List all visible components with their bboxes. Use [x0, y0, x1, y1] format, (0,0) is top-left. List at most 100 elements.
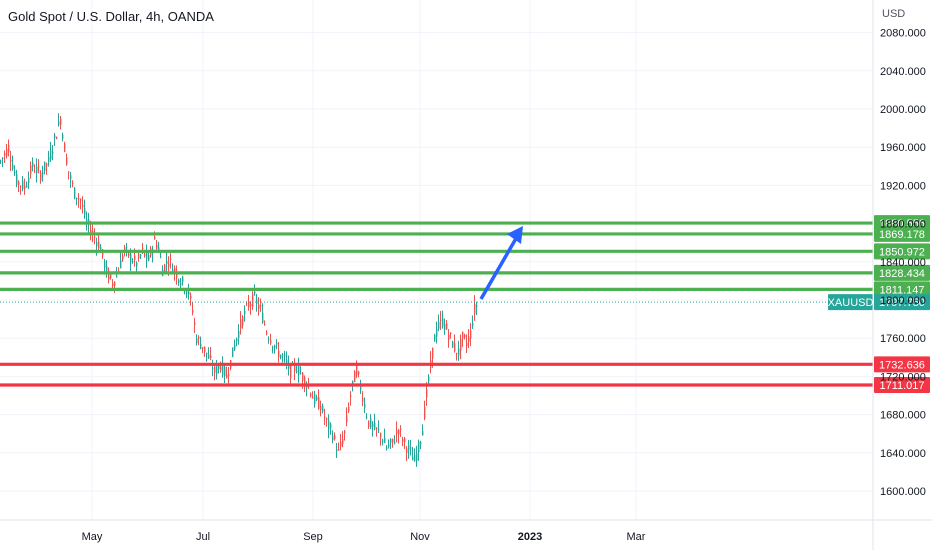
candle-body — [332, 435, 334, 441]
candle-body — [252, 294, 254, 307]
candle-body — [390, 438, 392, 443]
candle-body — [176, 271, 178, 279]
symbol-label: XAUUSD — [828, 297, 874, 309]
price-tick-label: 1960.000 — [880, 142, 926, 154]
grid-lines — [0, 0, 873, 520]
candle-body — [10, 159, 12, 162]
candle-body — [66, 157, 68, 165]
candle-body — [346, 415, 348, 423]
candle-body — [204, 346, 206, 353]
candle-body — [434, 334, 436, 342]
candle-body — [282, 354, 284, 356]
candle-body — [212, 368, 214, 370]
candle-body — [322, 405, 324, 412]
candle-body — [310, 393, 312, 396]
candle-body — [248, 302, 250, 308]
candle-body — [62, 134, 64, 139]
candle-body — [216, 365, 218, 374]
candle-body — [414, 454, 416, 461]
candle-body — [290, 365, 292, 379]
symbol-tag — [828, 294, 873, 311]
candle-body — [266, 332, 268, 334]
candle-body — [74, 187, 76, 199]
candle-body — [164, 264, 166, 272]
candle-body — [56, 137, 58, 140]
arrow-head — [507, 226, 523, 244]
candle-body — [236, 338, 238, 342]
price-tick-label: 1600.000 — [880, 486, 926, 498]
candle-body — [44, 161, 46, 171]
candle-body — [316, 396, 318, 400]
candle-body — [166, 260, 168, 264]
candle-body — [232, 347, 234, 357]
last-price-tag — [874, 294, 930, 311]
price-tick-label: 1720.000 — [880, 371, 926, 383]
candle-body — [382, 440, 384, 443]
candle-body — [342, 439, 344, 445]
candle-body — [24, 185, 26, 189]
candle-body — [436, 328, 438, 337]
projection-arrow[interactable] — [479, 226, 523, 300]
candle-body — [4, 153, 6, 156]
candle-body — [474, 304, 476, 314]
candle-body — [2, 157, 4, 159]
candle-body — [180, 282, 182, 286]
support-level-tag — [874, 281, 930, 298]
price-tick-label: 1880.000 — [880, 219, 926, 231]
candle-body — [298, 365, 300, 376]
candle-body — [228, 374, 230, 376]
candle-body — [190, 295, 192, 299]
candle-body — [52, 151, 54, 154]
candle-body — [302, 373, 304, 381]
candle-body — [428, 376, 430, 381]
price-tick-label: 1680.000 — [880, 410, 926, 422]
candle-body — [368, 420, 370, 428]
horizontal-levels[interactable]: 1880.5561869.1781850.9721828.4341811.147… — [0, 215, 930, 393]
time-axis[interactable]: May Jul Sep Nov 2023 Mar — [0, 519, 932, 543]
candle-body — [350, 395, 352, 397]
currency-label[interactable]: USD — [882, 8, 906, 20]
time-tick-label: Sep — [303, 531, 323, 543]
candle-body — [464, 335, 466, 338]
candle-body — [240, 319, 242, 329]
resistance-level-label: 1732.636 — [879, 359, 925, 371]
candle-body — [408, 445, 410, 450]
candle-body — [250, 304, 252, 306]
candle-body — [220, 366, 222, 371]
candle-body — [16, 174, 18, 186]
candle-body — [472, 323, 474, 327]
resistance-level-tag — [874, 356, 930, 373]
arrow-shaft — [479, 234, 520, 300]
candle-body — [326, 418, 328, 420]
candle-body — [28, 177, 30, 183]
candle-body — [296, 370, 298, 373]
candle-body — [34, 171, 36, 173]
candle-body — [96, 242, 98, 247]
price-tick-label: 2000.000 — [880, 104, 926, 116]
candle-body — [206, 352, 208, 355]
candle-body — [396, 430, 398, 434]
candle-body — [132, 261, 134, 263]
candle-body — [444, 323, 446, 330]
candle-body — [438, 321, 440, 329]
candle-body — [312, 396, 314, 399]
support-level-tag — [874, 264, 930, 281]
candle-body — [270, 340, 272, 344]
candle-body — [30, 165, 32, 174]
candle-body — [360, 384, 362, 390]
candle-body — [334, 435, 336, 440]
candle-body — [354, 371, 356, 382]
price-axis[interactable]: 1600.000 1640.000 1680.000 1720.000 1760.000… — [872, 0, 926, 550]
candle-body — [218, 365, 220, 370]
candle-body — [98, 241, 100, 249]
candle-body — [336, 449, 338, 452]
candle-body — [160, 256, 162, 258]
candle-body — [194, 322, 196, 325]
candle-body — [0, 160, 2, 162]
candle-body — [130, 254, 132, 262]
candle-body — [374, 422, 376, 430]
candle-body — [380, 433, 382, 438]
support-level-label: 1828.434 — [879, 268, 925, 280]
candle-body — [40, 173, 42, 181]
